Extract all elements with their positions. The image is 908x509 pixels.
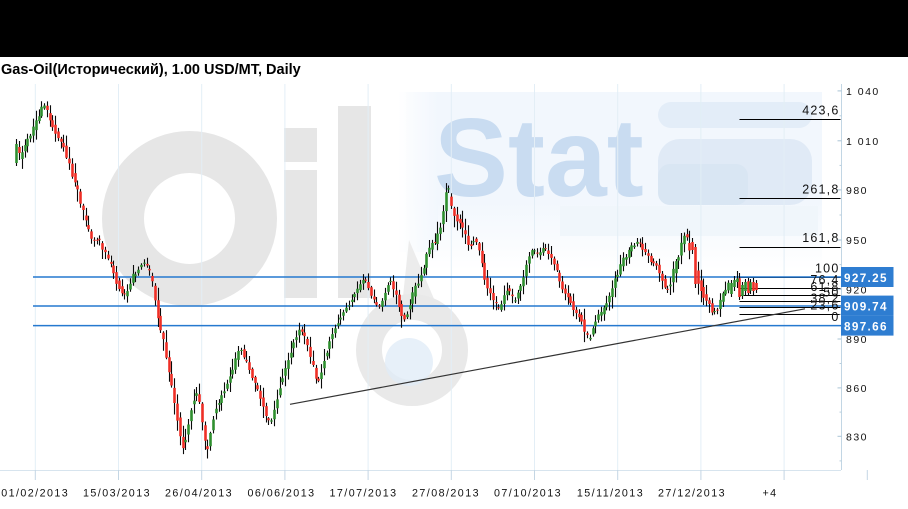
svg-text:+4: +4 bbox=[762, 488, 777, 500]
svg-text:07/10/2013: 07/10/2013 bbox=[494, 488, 562, 500]
svg-text:Stat: Stat bbox=[434, 96, 644, 220]
svg-text:Gas-Oil(Исторический), 1.00 US: Gas-Oil(Исторический), 1.00 USD/MT, Dail… bbox=[1, 62, 301, 78]
svg-text:920: 920 bbox=[846, 284, 868, 296]
svg-text:980: 980 bbox=[846, 185, 868, 197]
svg-text:17/07/2013: 17/07/2013 bbox=[330, 488, 398, 500]
svg-text:23,6: 23,6 bbox=[810, 299, 839, 313]
svg-text:830: 830 bbox=[846, 431, 868, 443]
svg-text:927.25: 927.25 bbox=[844, 272, 888, 285]
svg-text:261,8: 261,8 bbox=[802, 183, 839, 197]
svg-text:161,8: 161,8 bbox=[802, 231, 839, 245]
svg-text:27/08/2013: 27/08/2013 bbox=[412, 488, 480, 500]
svg-text:1 010: 1 010 bbox=[846, 136, 880, 148]
svg-text:0: 0 bbox=[831, 310, 839, 324]
svg-text:860: 860 bbox=[846, 383, 868, 395]
svg-text:01/02/2013: 01/02/2013 bbox=[1, 488, 69, 500]
svg-text:1 040: 1 040 bbox=[846, 86, 880, 98]
svg-text:909.74: 909.74 bbox=[844, 301, 888, 314]
svg-text:38,2: 38,2 bbox=[810, 291, 839, 305]
svg-text:15/11/2013: 15/11/2013 bbox=[577, 488, 644, 500]
svg-text:950: 950 bbox=[846, 235, 868, 247]
svg-text:06/06/2013: 06/06/2013 bbox=[248, 488, 316, 500]
svg-text:100: 100 bbox=[815, 261, 839, 275]
svg-text:423,6: 423,6 bbox=[802, 104, 839, 118]
svg-text:897.66: 897.66 bbox=[844, 321, 888, 334]
svg-text:61,8: 61,8 bbox=[810, 280, 839, 294]
svg-text:15/03/2013: 15/03/2013 bbox=[83, 488, 151, 500]
svg-text:27/12/2013: 27/12/2013 bbox=[658, 488, 726, 500]
svg-text:890: 890 bbox=[846, 334, 868, 346]
svg-text:76,4: 76,4 bbox=[810, 273, 839, 287]
svg-text:26/04/2013: 26/04/2013 bbox=[165, 488, 233, 500]
svg-text:50: 50 bbox=[823, 286, 839, 300]
